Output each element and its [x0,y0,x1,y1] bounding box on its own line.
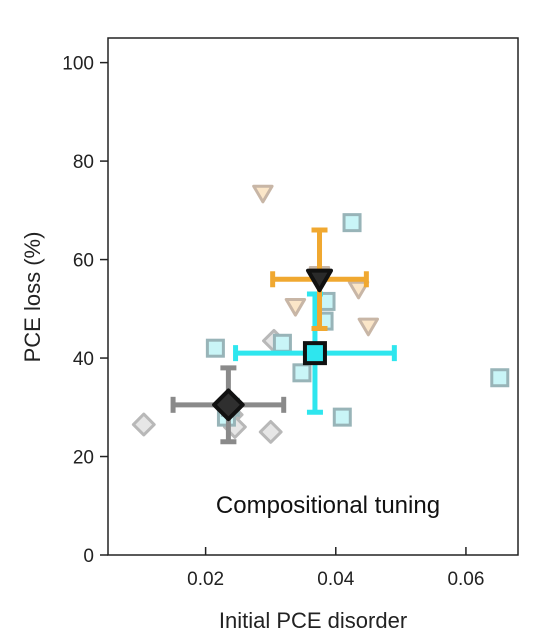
y-tick-label-6: 100 [62,54,94,75]
scatter-point-square-5 [292,363,312,383]
y-tick-label-3: 40 [73,349,94,370]
mean-marker-square [302,341,327,366]
x-tick-label-1: 0.02 [187,569,224,590]
scatter-point-square-8 [332,407,352,427]
axes: 0.02 0.04 0.06 0 20 40 60 80 100 [62,54,484,590]
x-tick-label-3: 0.06 [447,569,484,590]
scatter-point-triangle-down-1 [252,184,274,204]
scatter-point-square-1 [205,338,225,358]
scatter-point-triangle-down-5 [357,317,380,337]
plot-frame [107,37,519,556]
y-tick-label-5: 80 [73,152,94,173]
scatter-point-square-4 [272,333,292,353]
annotation-label: Compositional tuning [216,492,440,519]
scatter-point-triangle-down-2 [284,297,307,317]
x-axis-label: Initial PCE disorder [219,608,407,633]
y-tick-label-1: 0 [83,546,94,567]
y-tick-label-4: 60 [73,251,94,272]
y-tick-label-2: 20 [73,448,94,469]
mean-marker-triangle-down [306,268,334,293]
scatter-point-square-9 [342,213,362,233]
scatter-point-diamond-5 [258,420,283,444]
y-axis-label: PCE loss (%) [20,232,45,363]
scatter-point-triangle-down-4 [347,280,370,300]
scatter-point-diamond-1 [131,412,156,437]
plot-area [131,184,510,445]
mean-marker-diamond [212,388,245,422]
scatter-point-square-10 [490,368,510,388]
x-tick-label-2: 0.04 [317,569,354,590]
